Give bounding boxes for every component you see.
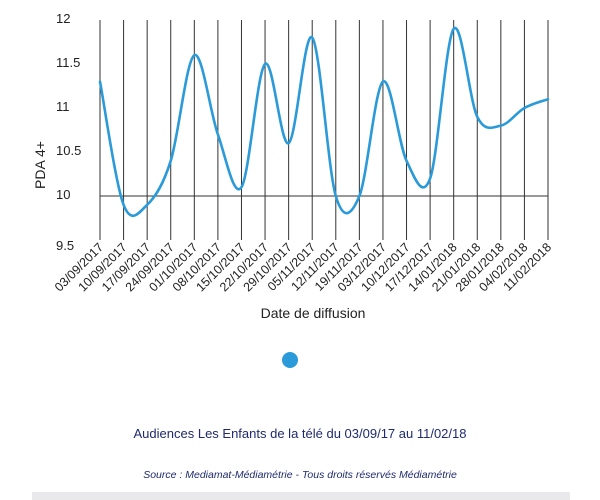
data-point[interactable] [144,202,150,208]
source-note: Source : Mediamat-Médiamétrie - Tous dro… [143,469,457,481]
x-tick-labels: 03/09/201710/09/201717/09/201724/09/2017… [52,240,554,294]
grid [99,20,549,240]
data-point[interactable] [427,175,433,181]
y-tick-label: 9.5 [56,238,74,253]
y-tick-label: 11 [56,99,70,114]
data-point[interactable] [356,193,362,199]
data-point[interactable] [545,96,551,102]
y-tick-label: 10.5 [56,143,81,158]
chart-caption: Audiences Les Enfants de la télé du 03/0… [133,426,467,441]
data-point[interactable] [238,184,244,190]
data-point[interactable] [451,26,457,32]
carousel-indicator-dot[interactable] [282,352,298,368]
bottom-bar [32,492,570,500]
series-line [98,26,550,218]
line-chart: 9.5 10 10.5 11 11.5 12 03/09/201710/09/201717… [32,11,554,321]
data-point[interactable] [404,158,410,164]
x-axis-title: Date de diffusion [261,305,366,321]
y-axis-title: PDA 4+ [32,141,48,189]
data-point[interactable] [262,61,268,67]
data-point[interactable] [286,140,292,146]
data-point[interactable] [191,52,197,58]
data-point[interactable] [333,193,339,199]
y-tick-labels: 9.5 10 10.5 11 11.5 12 [56,11,81,253]
data-point[interactable] [498,123,504,129]
data-point[interactable] [215,131,221,137]
data-point[interactable] [521,105,527,111]
data-point[interactable] [168,158,174,164]
data-point[interactable] [121,202,127,208]
y-tick-label: 11.5 [56,55,80,70]
y-tick-label: 12 [56,11,70,26]
data-point[interactable] [380,79,386,85]
data-point[interactable] [97,79,103,85]
y-tick-label: 10 [56,187,70,202]
data-point[interactable] [474,114,480,120]
data-point[interactable] [309,35,315,41]
